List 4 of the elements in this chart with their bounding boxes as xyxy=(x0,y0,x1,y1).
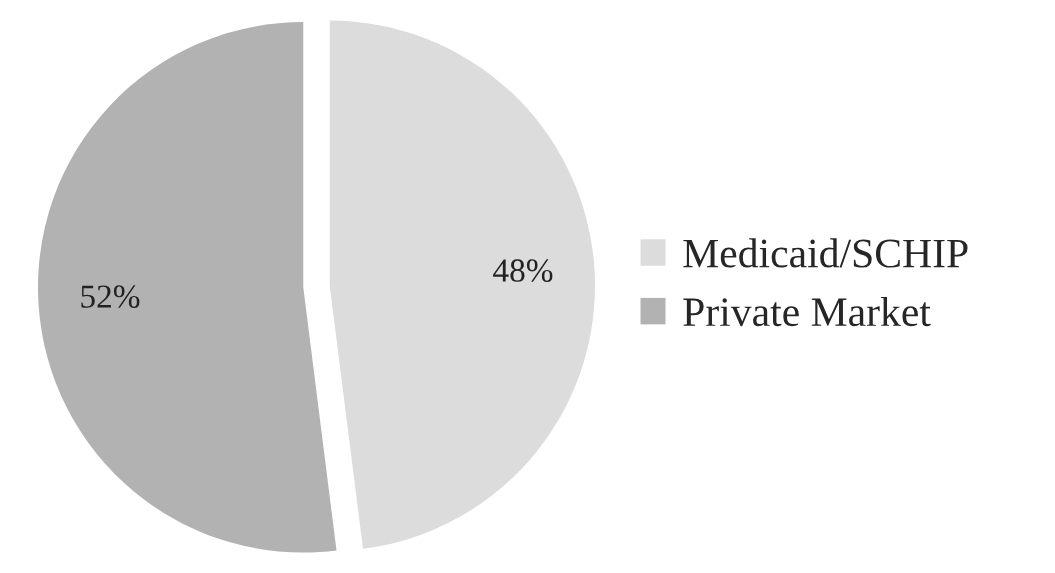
data-label: 48% xyxy=(493,259,553,282)
legend-label: Medicaid/SCHIP xyxy=(683,238,968,268)
data-label: 52% xyxy=(81,285,140,308)
legend-label: Private Market xyxy=(683,296,931,327)
